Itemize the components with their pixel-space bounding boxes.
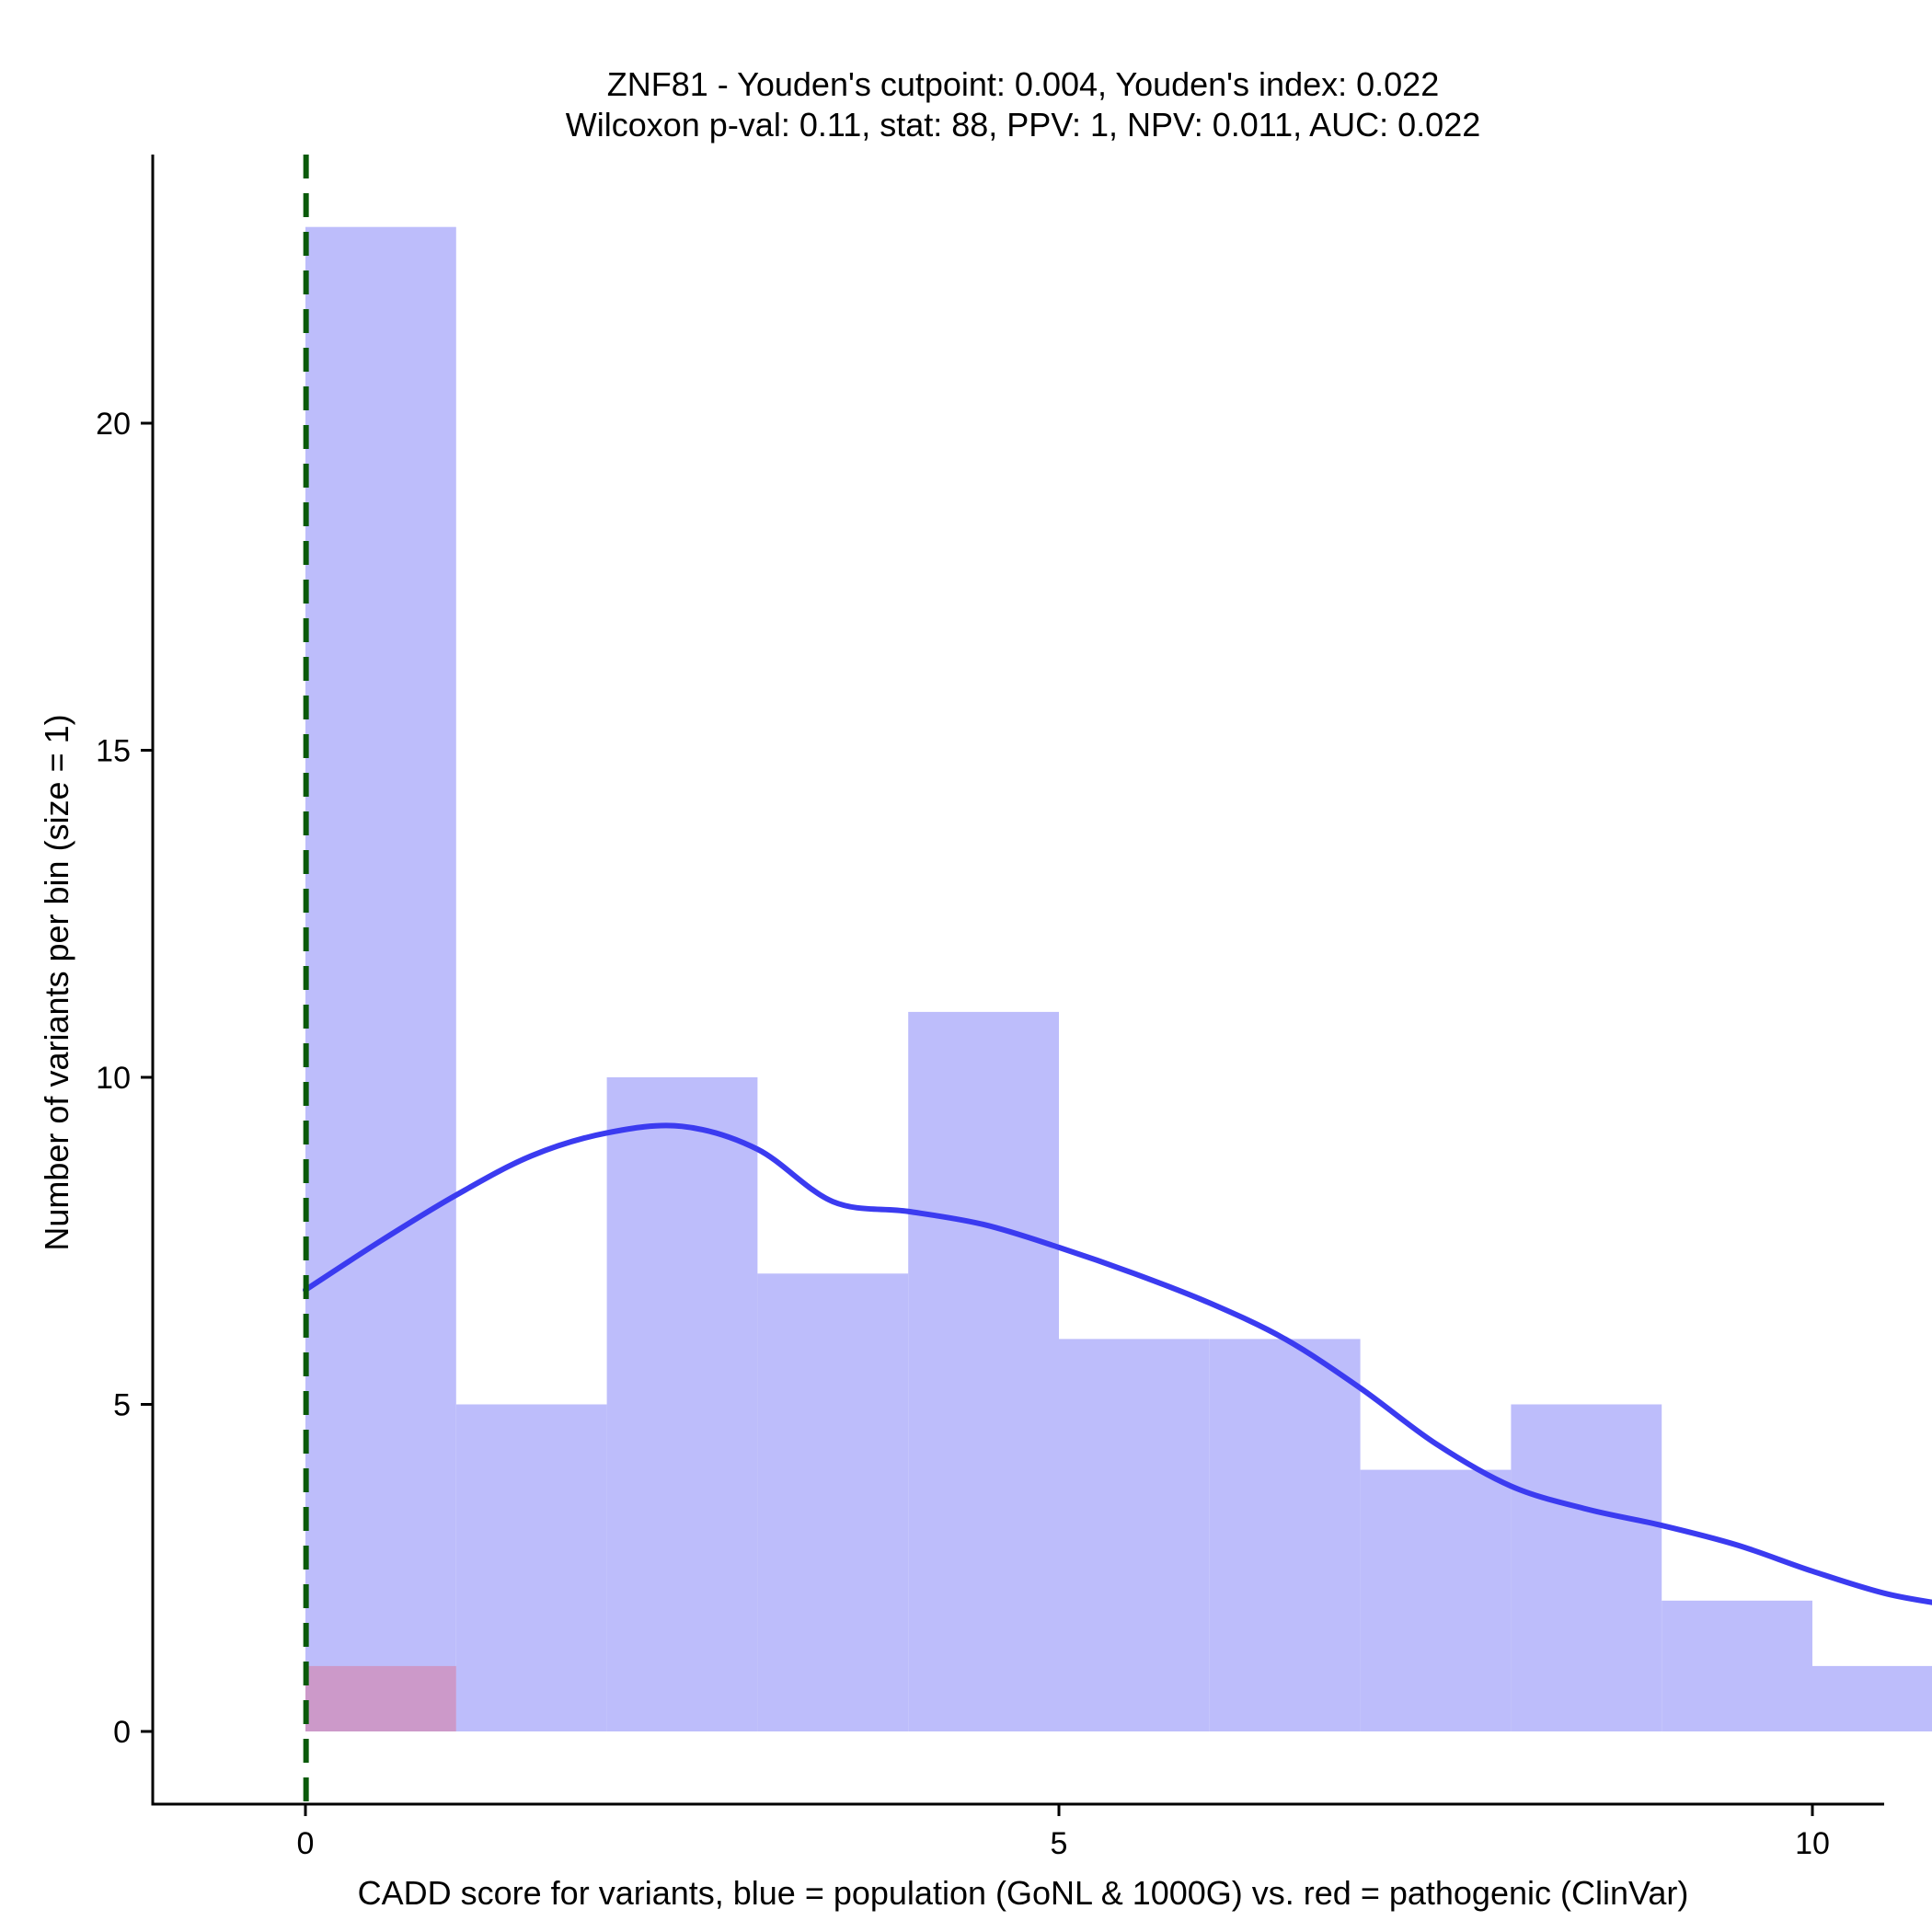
- histogram-bars: [305, 226, 1932, 1732]
- density-curve-layer: [303, 1122, 1932, 1605]
- population-bar-2: [606, 1077, 758, 1731]
- pathogenic-bar-0: [305, 1665, 456, 1731]
- population-density-curve: [303, 1122, 1932, 1605]
- population-bar-10: [1812, 1665, 1932, 1731]
- y-tick-label-5: 5: [113, 1388, 131, 1423]
- chart-title-line-1: ZNF81 - Youden's cutpoint: 0.004, Youden…: [607, 65, 1439, 103]
- y-axis-label: Number of variants per bin (size = 1): [38, 714, 75, 1250]
- population-bar-5: [1059, 1339, 1210, 1731]
- x-tick-label-5: 5: [1051, 1826, 1068, 1861]
- population-bar-1: [455, 1404, 607, 1731]
- population-bar-8: [1511, 1404, 1662, 1731]
- x-tick-label-10: 10: [1795, 1826, 1830, 1861]
- y-tick-label-0: 0: [113, 1715, 131, 1750]
- population-bar-4: [908, 1011, 1059, 1731]
- x-tick-label-0: 0: [297, 1826, 315, 1861]
- x-axis-label: CADD score for variants, blue = populati…: [358, 1874, 1689, 1912]
- population-bar-6: [1209, 1339, 1361, 1731]
- population-bar-0: [305, 226, 456, 1732]
- chart-title-line-2: Wilcoxon p-val: 0.11, stat: 88, PPV: 1, …: [566, 106, 1481, 144]
- population-bar-3: [757, 1273, 909, 1731]
- y-tick-label-15: 15: [96, 734, 131, 769]
- axes: 0510152005101520: [96, 155, 1884, 1861]
- population-bar-9: [1662, 1600, 1812, 1731]
- population-bar-7: [1360, 1469, 1512, 1731]
- y-tick-label-20: 20: [96, 407, 131, 442]
- y-tick-label-10: 10: [96, 1061, 131, 1096]
